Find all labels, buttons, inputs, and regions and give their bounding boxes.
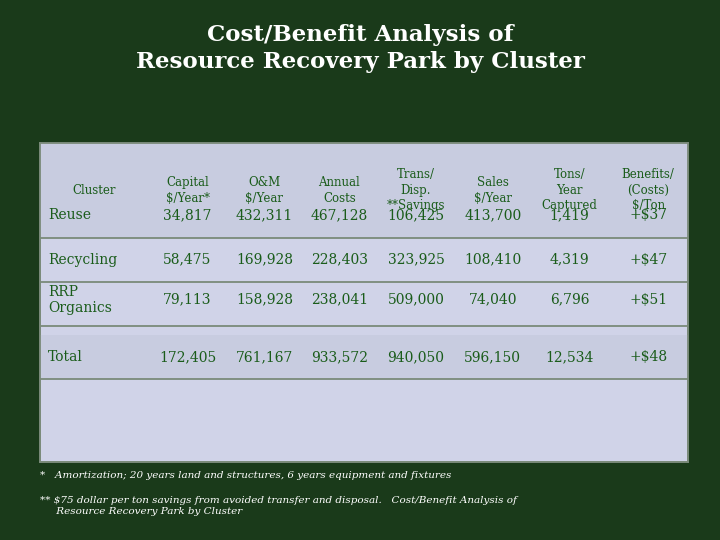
Text: 432,311: 432,311	[235, 208, 293, 222]
Text: 467,128: 467,128	[310, 208, 368, 222]
Text: Capital
$/Year*: Capital $/Year*	[166, 176, 210, 205]
Text: 108,410: 108,410	[464, 253, 521, 267]
Text: 74,040: 74,040	[469, 293, 517, 307]
Text: *   Amortization; 20 years land and structures, 6 years equipment and fixtures: * Amortization; 20 years land and struct…	[40, 471, 451, 480]
Text: 79,113: 79,113	[163, 293, 212, 307]
Text: Recycling: Recycling	[48, 253, 117, 267]
Text: Cluster: Cluster	[72, 184, 116, 197]
Text: Total: Total	[48, 350, 83, 364]
Text: Benefits/
(Costs)
$/Ton: Benefits/ (Costs) $/Ton	[622, 168, 675, 212]
Text: 158,928: 158,928	[236, 293, 293, 307]
Text: 413,700: 413,700	[464, 208, 521, 222]
Text: RRP
Organics: RRP Organics	[48, 285, 112, 315]
Text: Cost/Benefit Analysis of
Resource Recovery Park by Cluster: Cost/Benefit Analysis of Resource Recove…	[135, 24, 585, 72]
Text: 228,403: 228,403	[311, 253, 368, 267]
Bar	[40, 143, 688, 462]
Text: 106,425: 106,425	[387, 208, 445, 222]
Text: 940,050: 940,050	[387, 350, 444, 364]
Text: 172,405: 172,405	[159, 350, 216, 364]
Text: Reuse: Reuse	[48, 208, 91, 222]
Text: Sales
$/Year: Sales $/Year	[474, 176, 512, 205]
Text: +$47: +$47	[629, 253, 667, 267]
Text: 4,319: 4,319	[550, 253, 590, 267]
Text: 323,925: 323,925	[387, 253, 444, 267]
Text: +$37: +$37	[629, 208, 667, 222]
Text: 761,167: 761,167	[235, 350, 293, 364]
Text: ** $75 dollar per ton savings from avoided transfer and disposal.   Cost/Benefit: ** $75 dollar per ton savings from avoid…	[40, 496, 516, 516]
Text: Trans/
Disp.
**Savings: Trans/ Disp. **Savings	[387, 168, 445, 212]
Text: Annual
Costs: Annual Costs	[318, 176, 360, 205]
Text: O&M
$/Year: O&M $/Year	[246, 176, 284, 205]
Text: 58,475: 58,475	[163, 253, 212, 267]
Text: 238,041: 238,041	[311, 293, 368, 307]
Text: 933,572: 933,572	[311, 350, 368, 364]
Bar	[40, 335, 688, 379]
Text: 12,534: 12,534	[546, 350, 594, 364]
Text: 169,928: 169,928	[236, 253, 293, 267]
Text: Tons/
Year
Captured: Tons/ Year Captured	[541, 168, 598, 212]
Text: 34,817: 34,817	[163, 208, 212, 222]
Text: +$48: +$48	[629, 350, 667, 364]
Text: 1,419: 1,419	[550, 208, 590, 222]
Text: 509,000: 509,000	[387, 293, 444, 307]
Text: +$51: +$51	[629, 293, 667, 307]
Text: 596,150: 596,150	[464, 350, 521, 364]
Bar	[40, 143, 688, 238]
Text: 6,796: 6,796	[550, 293, 590, 307]
